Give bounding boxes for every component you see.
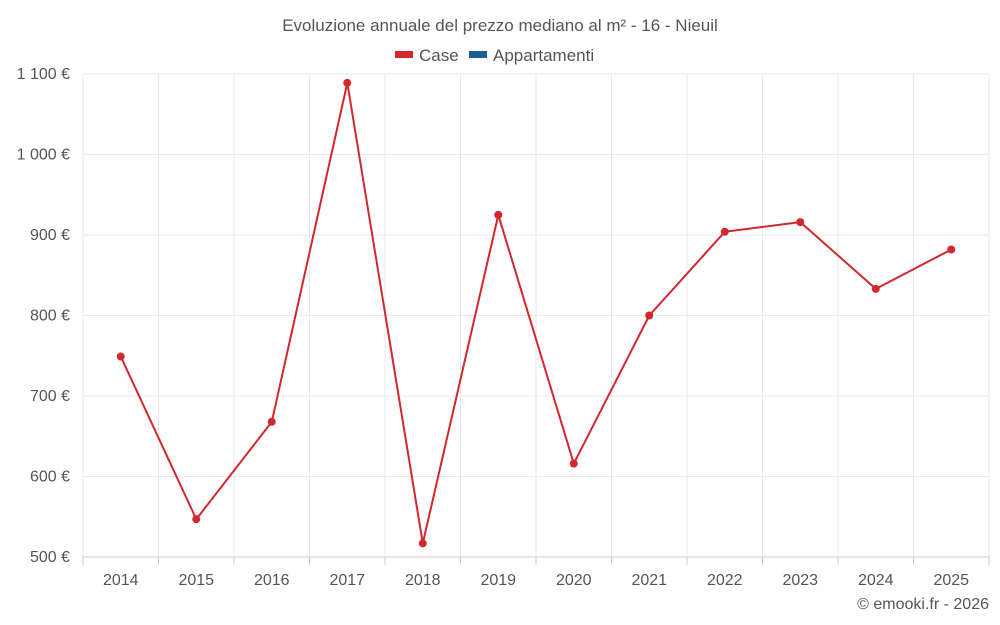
data-point[interactable] <box>116 352 125 361</box>
y-tick-label: 500 € <box>30 549 70 566</box>
x-tick-label: 2023 <box>782 572 818 589</box>
y-axis-labels: 500 € 600 € 700 € 800 € 900 € 1 000 € 1 100 € <box>17 66 70 566</box>
x-tick-label: 2025 <box>933 572 969 589</box>
x-tick-label: 2020 <box>556 572 592 589</box>
data-point[interactable] <box>494 210 503 219</box>
data-point[interactable] <box>418 539 427 548</box>
legend-swatch-appartamenti <box>469 51 487 58</box>
y-tick-label: 700 € <box>30 388 70 405</box>
x-tick-label: 2016 <box>254 572 290 589</box>
x-tick-label: 2024 <box>858 572 894 589</box>
x-tick-label: 2014 <box>103 572 139 589</box>
credit-text: © emooki.fr - 2026 <box>857 596 989 613</box>
legend-item-case[interactable]: Case <box>395 46 459 65</box>
data-point[interactable] <box>720 227 729 236</box>
legend-label-appartamenti: Appartamenti <box>493 46 594 65</box>
data-point[interactable] <box>267 417 276 426</box>
legend: Case Appartamenti <box>395 46 594 65</box>
data-point[interactable] <box>343 78 352 87</box>
legend-label-case: Case <box>419 46 459 65</box>
data-point[interactable] <box>569 459 578 468</box>
series-line <box>119 81 952 545</box>
x-tick-label: 2017 <box>329 572 365 589</box>
chart-title: Evoluzione annuale del prezzo mediano al… <box>282 16 718 35</box>
data-point[interactable] <box>947 245 956 254</box>
x-axis-labels: 2014 2015 2016 2017 2018 2019 2020 2021 2022 2023… <box>82 557 990 589</box>
x-tick-label: 2018 <box>405 572 441 589</box>
x-tick-label: 2015 <box>178 572 214 589</box>
y-tick-label: 1 000 € <box>17 147 70 164</box>
legend-swatch-case <box>395 51 413 58</box>
y-tick-label: 1 100 € <box>17 66 70 83</box>
x-gridlines <box>82 74 990 557</box>
data-point[interactable] <box>645 311 654 320</box>
x-tick-label: 2022 <box>707 572 743 589</box>
data-point[interactable] <box>871 284 880 293</box>
data-point[interactable] <box>796 218 805 227</box>
y-tick-label: 900 € <box>30 227 70 244</box>
y-tick-label: 600 € <box>30 469 70 486</box>
legend-item-appartamenti[interactable]: Appartamenti <box>469 46 594 65</box>
x-tick-label: 2019 <box>480 572 516 589</box>
series-layer <box>116 78 956 548</box>
data-point[interactable] <box>192 515 201 524</box>
x-tick-label: 2021 <box>631 572 667 589</box>
y-tick-label: 800 € <box>30 308 70 325</box>
